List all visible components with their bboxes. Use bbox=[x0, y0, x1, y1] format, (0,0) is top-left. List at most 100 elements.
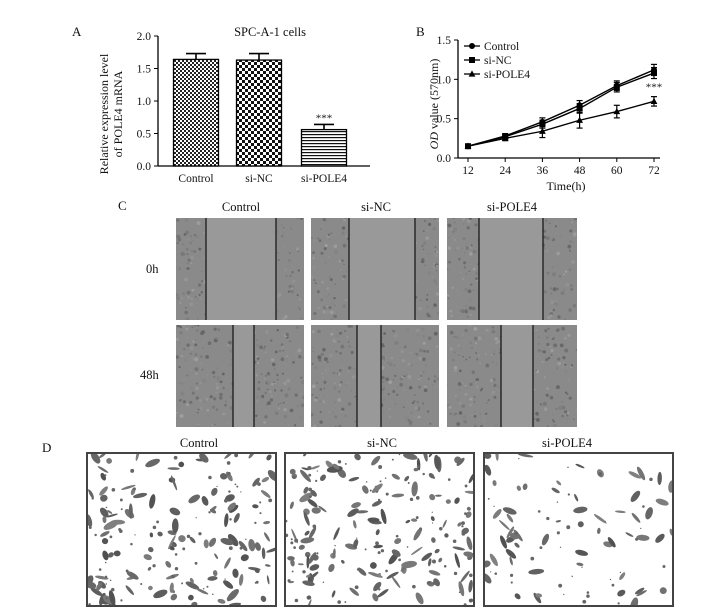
migrated-cell bbox=[261, 547, 266, 560]
cell-debris bbox=[229, 518, 232, 521]
migrated-cell bbox=[454, 497, 460, 504]
cell-texture bbox=[335, 350, 338, 353]
cell-texture bbox=[564, 270, 568, 273]
cell-texture bbox=[217, 328, 221, 332]
cell-texture bbox=[324, 394, 326, 397]
cell-texture bbox=[327, 233, 331, 236]
line-point-2 bbox=[650, 97, 658, 104]
cell-texture bbox=[536, 418, 540, 422]
cell-texture bbox=[176, 241, 179, 245]
cell-texture bbox=[463, 246, 466, 250]
cell-debris bbox=[259, 501, 262, 504]
cell-texture bbox=[456, 336, 460, 340]
cell-texture bbox=[421, 402, 425, 405]
panel-label-d: D bbox=[42, 440, 52, 455]
migrated-cell bbox=[263, 520, 271, 525]
cell-texture bbox=[196, 317, 199, 320]
migrated-cell bbox=[357, 567, 367, 576]
migrated-cell bbox=[353, 539, 359, 548]
cell-texture bbox=[266, 372, 271, 376]
migrated-cell bbox=[454, 553, 460, 568]
cell-texture bbox=[474, 342, 477, 345]
wound-image-sinc-0h bbox=[311, 218, 439, 320]
cell-texture bbox=[340, 358, 344, 362]
cell-texture bbox=[317, 329, 321, 334]
cell-texture bbox=[423, 423, 426, 425]
cell-debris bbox=[453, 571, 458, 576]
cell-texture bbox=[328, 238, 331, 241]
cell-texture bbox=[211, 370, 216, 375]
cell-debris bbox=[228, 490, 231, 493]
cell-texture bbox=[264, 374, 267, 377]
cell-texture bbox=[327, 367, 330, 370]
migrated-cell bbox=[233, 512, 240, 523]
cell-texture bbox=[556, 251, 561, 256]
cell-texture bbox=[277, 259, 280, 261]
cell-texture bbox=[178, 341, 181, 344]
cell-texture bbox=[405, 374, 408, 376]
cell-texture bbox=[267, 401, 271, 406]
cell-texture bbox=[205, 355, 209, 359]
migrated-cell bbox=[209, 508, 217, 514]
cell-texture bbox=[448, 260, 451, 264]
cell-texture bbox=[459, 316, 462, 318]
cell-texture bbox=[267, 388, 269, 391]
migrated-cell bbox=[238, 540, 248, 552]
cell-texture bbox=[182, 400, 186, 404]
cell-texture bbox=[432, 226, 437, 231]
cell-texture bbox=[279, 402, 282, 405]
migrated-cell bbox=[101, 538, 109, 545]
cell-texture bbox=[479, 424, 484, 427]
cell-texture bbox=[335, 328, 337, 330]
cell-debris bbox=[120, 508, 123, 511]
cell-texture bbox=[348, 366, 352, 370]
cell-texture bbox=[473, 415, 477, 418]
cell-texture bbox=[420, 354, 422, 357]
cell-texture bbox=[433, 331, 438, 336]
cell-texture bbox=[219, 396, 223, 400]
cell-texture bbox=[186, 403, 189, 407]
cell-texture bbox=[536, 401, 539, 404]
cell-texture bbox=[548, 222, 551, 225]
cell-texture bbox=[573, 235, 576, 238]
migrated-cell bbox=[655, 498, 669, 506]
cell-texture bbox=[282, 349, 285, 352]
cell-debris bbox=[356, 568, 359, 571]
cell-debris bbox=[443, 564, 447, 568]
cell-debris bbox=[537, 510, 541, 513]
migrated-cell bbox=[107, 510, 113, 514]
migrated-cell bbox=[428, 454, 434, 458]
cell-debris bbox=[195, 517, 197, 519]
cell-texture bbox=[259, 345, 263, 350]
cell-debris bbox=[174, 553, 178, 556]
cell-texture bbox=[195, 382, 198, 385]
cell-texture bbox=[435, 250, 439, 254]
cell-texture bbox=[468, 218, 472, 220]
cell-texture bbox=[472, 249, 477, 254]
cell-texture bbox=[459, 347, 463, 350]
cell-texture bbox=[330, 332, 334, 336]
cell-texture bbox=[562, 356, 566, 360]
cell-texture bbox=[189, 302, 194, 306]
cell-texture bbox=[287, 258, 291, 262]
cell-debris bbox=[432, 559, 436, 564]
cell-texture bbox=[299, 308, 301, 310]
cell-texture bbox=[195, 328, 199, 333]
migrated-cell bbox=[377, 588, 389, 598]
cell-texture bbox=[561, 366, 564, 370]
migrated-cell bbox=[100, 531, 110, 537]
cell-texture bbox=[484, 412, 488, 416]
cell-texture bbox=[555, 264, 559, 268]
cell-texture bbox=[472, 267, 476, 271]
migrated-cell bbox=[328, 563, 335, 573]
cell-texture bbox=[311, 393, 314, 396]
bar-chart-ylabel-1: Relative expression level bbox=[97, 53, 111, 174]
cell-texture bbox=[550, 353, 553, 356]
cell-texture bbox=[186, 253, 189, 255]
migrated-cell bbox=[106, 513, 118, 518]
cell-texture bbox=[381, 337, 384, 339]
cell-texture bbox=[180, 297, 183, 300]
cell-texture bbox=[420, 327, 425, 332]
cell-texture bbox=[564, 318, 566, 320]
cell-texture bbox=[463, 419, 468, 424]
